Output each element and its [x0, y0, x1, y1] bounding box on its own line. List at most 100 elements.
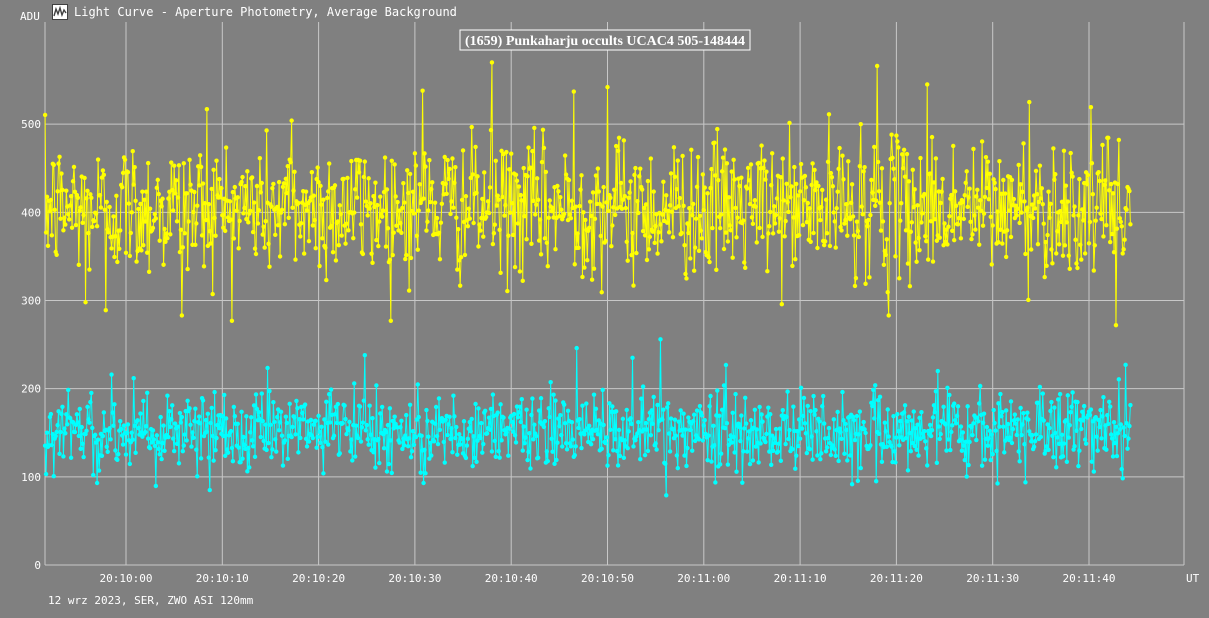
data-point	[360, 251, 366, 257]
data-point	[80, 441, 85, 446]
data-point	[741, 449, 746, 454]
data-point	[1128, 402, 1133, 408]
data-point	[363, 428, 368, 433]
data-point	[690, 448, 695, 453]
data-point	[552, 461, 557, 467]
data-point	[1038, 196, 1044, 201]
data-point	[1014, 213, 1019, 218]
data-point	[665, 220, 670, 225]
data-point	[636, 419, 641, 425]
data-point	[297, 417, 302, 422]
data-point	[907, 284, 913, 289]
data-point	[174, 441, 180, 447]
data-point	[937, 235, 942, 240]
data-point	[597, 201, 602, 207]
data-point	[144, 189, 149, 194]
data-point	[413, 163, 419, 168]
data-point	[897, 443, 902, 448]
data-point	[405, 168, 410, 173]
data-point	[1086, 241, 1092, 246]
data-point	[762, 158, 767, 163]
data-point	[488, 127, 494, 133]
data-point	[950, 423, 955, 428]
data-point	[605, 84, 610, 90]
data-point	[382, 155, 388, 160]
data-point	[793, 256, 798, 262]
data-point	[267, 388, 272, 394]
data-point	[872, 144, 877, 150]
data-point	[365, 213, 370, 218]
data-point	[520, 278, 525, 284]
data-point	[505, 288, 510, 294]
data-point	[72, 189, 78, 194]
data-point	[165, 393, 170, 398]
data-point	[819, 204, 824, 210]
data-point	[862, 427, 867, 432]
data-point	[988, 457, 993, 463]
data-point	[394, 223, 399, 228]
data-point	[1076, 213, 1081, 218]
data-point	[283, 414, 289, 419]
data-point	[478, 435, 483, 441]
data-point	[198, 456, 204, 461]
data-point	[1120, 251, 1125, 256]
data-point	[628, 179, 633, 184]
data-point	[999, 191, 1004, 196]
data-point	[447, 166, 452, 172]
data-point	[883, 252, 889, 258]
data-point	[1032, 206, 1038, 211]
data-point	[977, 198, 983, 203]
data-point	[144, 424, 149, 429]
data-point	[949, 429, 954, 435]
data-point	[245, 169, 250, 174]
data-point	[480, 196, 485, 202]
data-point	[344, 431, 349, 437]
data-point	[815, 453, 820, 458]
data-point	[623, 205, 628, 211]
data-point	[478, 228, 483, 233]
data-point	[1019, 210, 1024, 215]
data-point	[902, 174, 908, 179]
data-point	[685, 445, 690, 451]
data-point	[170, 436, 176, 441]
data-point	[387, 257, 393, 262]
data-point	[161, 423, 166, 428]
data-point	[831, 417, 837, 422]
data-point	[179, 313, 185, 318]
data-point	[234, 208, 239, 213]
data-point	[599, 446, 604, 451]
data-point	[267, 264, 272, 269]
data-point	[489, 449, 495, 454]
light-curve-app-icon[interactable]	[52, 4, 68, 20]
data-point	[78, 446, 83, 452]
data-point	[270, 447, 275, 452]
data-point	[803, 185, 809, 190]
data-point	[185, 398, 190, 403]
data-point	[665, 208, 671, 214]
data-point	[126, 201, 132, 206]
data-point	[185, 266, 190, 272]
data-point	[74, 412, 80, 417]
data-point	[866, 217, 871, 223]
data-point	[1054, 465, 1059, 470]
data-point	[239, 179, 244, 185]
data-point	[417, 182, 422, 187]
data-point	[616, 427, 622, 433]
data-point	[143, 429, 148, 435]
data-point	[534, 202, 539, 207]
data-point	[946, 437, 951, 442]
data-point	[1044, 444, 1049, 449]
data-point	[896, 429, 901, 434]
data-point	[493, 158, 498, 164]
data-point	[510, 429, 516, 434]
data-point	[767, 224, 772, 229]
data-point	[753, 444, 758, 449]
data-point	[434, 215, 440, 221]
data-point	[527, 431, 532, 436]
data-point	[769, 182, 774, 188]
data-point	[545, 458, 550, 464]
data-point	[971, 146, 976, 152]
data-point	[1050, 261, 1055, 266]
data-point	[1091, 469, 1097, 474]
